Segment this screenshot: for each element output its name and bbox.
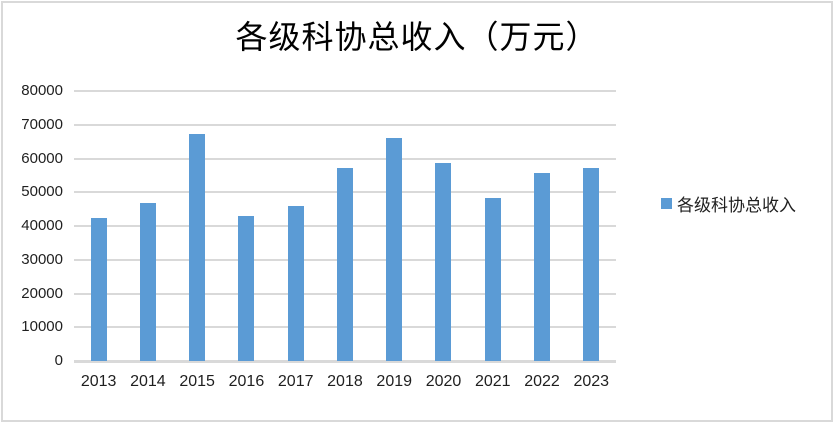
chart-title: 各级科协总收入（万元） xyxy=(235,18,599,56)
y-tick-label: 60000 xyxy=(21,149,63,167)
bar-slot-2022 xyxy=(517,91,566,361)
bar-2021 xyxy=(484,198,501,361)
bar-series xyxy=(74,91,616,361)
y-tick-label: 40000 xyxy=(21,217,63,234)
bar-2015 xyxy=(189,133,206,361)
legend-label: 各级科协总收入 xyxy=(677,195,796,216)
y-tick-label: 10000 xyxy=(21,318,63,336)
x-tick-label: 2023 xyxy=(573,373,610,390)
bar-slot-2018 xyxy=(320,91,369,361)
bar-2019 xyxy=(386,137,403,361)
y-tick-label: 0 xyxy=(54,352,63,369)
x-tick-label: 2017 xyxy=(277,373,314,390)
axis-baseline xyxy=(74,360,616,363)
bar-2016 xyxy=(238,215,255,361)
bar-2020 xyxy=(435,162,452,361)
bar-slot-2023 xyxy=(567,91,616,361)
bar-slot-2019 xyxy=(370,91,419,361)
bar-slot-2013 xyxy=(74,91,123,361)
bar-slot-2016 xyxy=(222,91,271,361)
y-axis-labels: 0 10000 20000 30000 40000 50000 60000 70000 8000… xyxy=(3,3,63,420)
bar-slot-2021 xyxy=(468,91,517,361)
bar-slot-2017 xyxy=(271,91,320,361)
y-tick-label: 30000 xyxy=(21,250,63,268)
x-axis-labels: 2013 2014 2015 2016 2017 2018 2019 2020 2021 2022… xyxy=(74,371,616,393)
x-tick-label: 2016 xyxy=(228,373,265,390)
bar-slot-2015 xyxy=(173,91,222,361)
bar-slot-2020 xyxy=(419,91,468,361)
bar-2017 xyxy=(287,205,304,361)
bar-slot-2014 xyxy=(123,91,172,361)
legend: 各级科协总收入 xyxy=(661,191,796,216)
bar-2018 xyxy=(336,168,353,361)
x-tick-label: 2018 xyxy=(327,373,363,390)
x-tick-label: 2014 xyxy=(130,373,166,390)
plot-area xyxy=(74,90,616,363)
bar-2022 xyxy=(534,173,551,361)
y-tick-label: 50000 xyxy=(21,183,63,201)
bar-2013 xyxy=(90,217,107,361)
y-tick-label: 20000 xyxy=(21,284,63,302)
bar-2014 xyxy=(139,203,156,361)
y-tick-label: 70000 xyxy=(21,115,63,133)
x-tick-label: 2020 xyxy=(425,373,462,390)
gridline xyxy=(74,157,616,160)
x-tick-label: 2022 xyxy=(524,373,560,390)
gridline xyxy=(74,123,616,126)
x-tick-label: 2019 xyxy=(376,373,413,390)
legend-swatch-icon xyxy=(661,197,672,209)
x-tick-label: 2013 xyxy=(80,373,117,390)
gridline xyxy=(74,90,616,92)
y-tick-label: 80000 xyxy=(21,82,63,99)
bar-2023 xyxy=(583,168,600,361)
x-tick-label: 2015 xyxy=(179,373,215,390)
x-tick-label: 2021 xyxy=(474,373,511,390)
